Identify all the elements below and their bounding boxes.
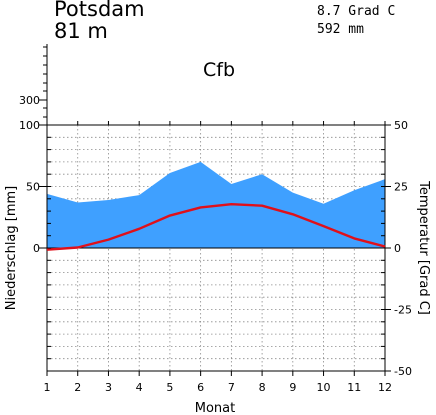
axis-ticks <box>39 46 391 376</box>
x-tick-label: 8 <box>259 381 266 394</box>
temp-tick-label: 25 <box>394 181 408 194</box>
x-tick-label: 9 <box>289 381 296 394</box>
x-tick-label: 7 <box>228 381 235 394</box>
mean-temperature: 8.7 Grad C <box>317 4 396 19</box>
y-axis-label-left: Niederschlag [mm] <box>4 186 19 311</box>
x-tick-label: 10 <box>317 381 331 394</box>
temp-tick-label: 0 <box>394 242 401 255</box>
temp-tick-label: -50 <box>394 365 412 378</box>
precip-tick-label: 50 <box>26 181 40 194</box>
station-elevation: 81 m <box>54 19 108 43</box>
x-tick-label: 4 <box>136 381 143 394</box>
temperature-line <box>46 203 386 251</box>
y-axis-label-right: Temperatur [Grad C] <box>416 180 431 315</box>
x-tick-label: 11 <box>347 381 361 394</box>
precip-tick-label: 300 <box>19 94 40 107</box>
x-tick-label: 12 <box>378 381 392 394</box>
temp-tick-label: -25 <box>394 304 412 317</box>
x-tick-label: 2 <box>74 381 81 394</box>
x-tick-label: 6 <box>197 381 204 394</box>
x-tick-label: 1 <box>44 381 51 394</box>
climate-class: Cfb <box>203 59 236 81</box>
annual-precipitation: 592 mm <box>317 22 364 37</box>
precip-tick-label: 0 <box>33 242 40 255</box>
x-axis-label: Monat <box>195 401 235 415</box>
x-tick-label: 3 <box>105 381 112 394</box>
temp-tick-label: 50 <box>394 119 408 132</box>
x-tick-label: 5 <box>166 381 173 394</box>
station-name: Potsdam <box>54 0 145 21</box>
precip-tick-label: 100 <box>19 119 40 132</box>
